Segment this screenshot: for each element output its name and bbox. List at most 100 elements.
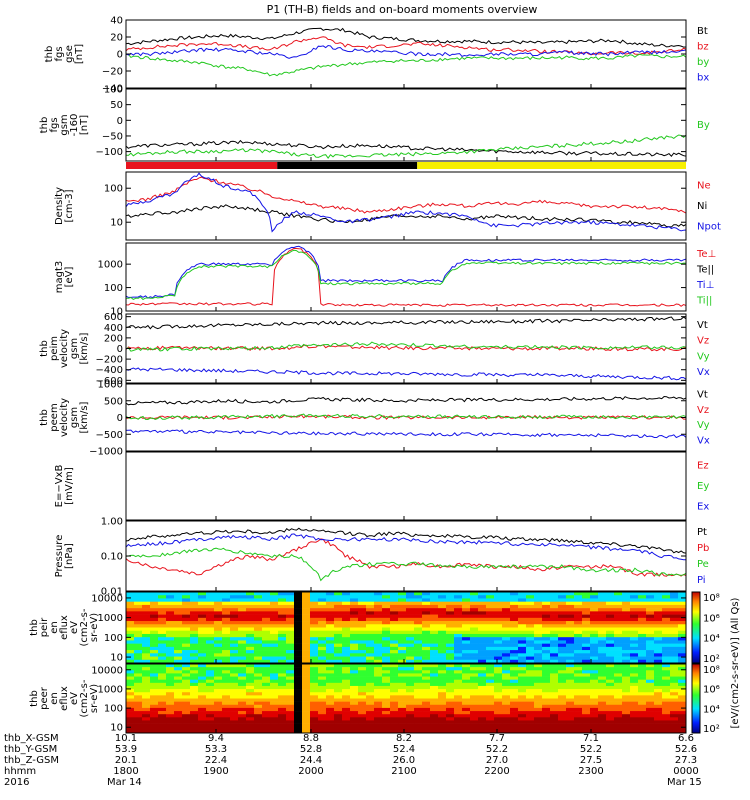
spectrogram-cell — [502, 633, 511, 638]
spectrogram-cell — [414, 664, 423, 668]
spectrogram-cell — [630, 695, 639, 699]
spectrogram-cell — [414, 682, 423, 687]
spectrogram-cell — [182, 601, 191, 606]
spectrogram-cell — [566, 617, 575, 622]
spectrogram-cell — [174, 711, 183, 715]
spectrogram-cell — [230, 685, 239, 690]
spectrogram-cell — [494, 698, 503, 702]
spectrogram-cell — [566, 598, 575, 602]
spectrogram-cell — [422, 592, 431, 596]
spectrogram-cell — [582, 621, 591, 625]
spectrogram-cell — [286, 624, 295, 628]
spectrogram-cell — [398, 601, 407, 606]
spectrogram-cell — [358, 667, 367, 671]
spectrogram-cell — [374, 604, 383, 609]
y-tick-label: −600 — [96, 376, 123, 387]
spectrogram-cell — [566, 698, 575, 702]
spectrogram-cell — [302, 664, 311, 668]
y-tick-label: 20 — [110, 33, 123, 44]
spectrogram-cell — [190, 617, 199, 622]
spectrogram-cell — [646, 659, 655, 664]
spectrogram-cell — [190, 701, 199, 706]
spectrogram-cell — [462, 673, 471, 677]
spectrogram-cell — [582, 679, 591, 684]
spectrogram-cell — [134, 670, 143, 674]
spectrogram-cell — [518, 714, 527, 718]
spectrogram-cell — [542, 670, 551, 674]
spectrogram-cell — [478, 692, 487, 696]
spectrogram-cell — [382, 653, 391, 657]
spectrogram-cell — [126, 685, 135, 690]
spectrogram-cell — [326, 653, 335, 657]
spectrogram-cell — [646, 726, 655, 731]
spectrogram-cell — [630, 701, 639, 706]
spectrogram-cell — [422, 673, 431, 677]
series-line-by — [125, 53, 687, 77]
spectrogram-cell — [398, 621, 407, 625]
spectrogram-cell — [158, 627, 167, 632]
spectrogram-cell — [446, 621, 455, 625]
spectrogram-cell — [182, 598, 191, 602]
spectrogram-cell — [286, 595, 295, 599]
spectrogram-cell — [462, 664, 471, 668]
spectrogram-cell — [526, 611, 535, 615]
spectrogram-cell — [230, 640, 239, 644]
spectrogram-cell — [590, 695, 599, 699]
spectrogram-cell — [190, 595, 199, 599]
spectrogram-cell — [254, 698, 263, 702]
spectrogram-cell — [526, 729, 535, 734]
spectrogram-cell — [206, 664, 215, 668]
spectrogram-cell — [318, 624, 327, 628]
spectrogram-cell — [174, 592, 183, 596]
spectrogram-cell — [286, 695, 295, 699]
spectrogram-cell — [270, 595, 279, 599]
spectrogram-cell — [134, 650, 143, 654]
spectrogram-cell — [446, 679, 455, 684]
series-line-bt — [125, 139, 687, 157]
spectrogram-cell — [670, 604, 679, 609]
spectrogram-cell — [614, 621, 623, 625]
spectrogram-cell — [158, 637, 167, 641]
spectrogram-cell — [526, 627, 535, 632]
spectrogram-cell — [302, 682, 311, 687]
spectrogram-cell — [590, 621, 599, 625]
spectrogram-cell — [150, 711, 159, 715]
spectrogram-cell — [150, 707, 159, 712]
spectrogram-cell — [446, 723, 455, 728]
spectrogram-cell — [622, 692, 631, 696]
spectrogram-cell — [174, 656, 183, 661]
spectrogram-cell — [654, 729, 663, 734]
spectrogram-cell — [414, 633, 423, 638]
spectrogram-cell — [334, 608, 343, 612]
spectrogram-cell — [550, 640, 559, 644]
spectrogram-cell — [630, 698, 639, 702]
y-tick-label: 100 — [104, 704, 123, 715]
spectrogram-cell — [670, 723, 679, 728]
spectrogram-cell — [238, 726, 247, 731]
spectrogram-cell — [670, 592, 679, 596]
spectrogram-cell — [150, 637, 159, 641]
y-axis-label: velocity — [59, 398, 70, 437]
spectrogram-cell — [150, 726, 159, 731]
figure-title: P1 (TH-B) fields and on-board moments ov… — [267, 3, 538, 16]
spectrogram-cell — [262, 646, 271, 651]
spectrogram-cell — [542, 595, 551, 599]
spectrogram-cell — [302, 711, 311, 715]
spectrogram-cell — [366, 627, 375, 632]
spectrogram-cell — [430, 676, 439, 680]
spectrogram-cell — [262, 640, 271, 644]
spectrogram-cell — [446, 720, 455, 724]
spectrogram-cell — [542, 611, 551, 615]
spectrogram-cell — [294, 640, 303, 644]
spectrogram-cell — [270, 717, 279, 721]
spectrogram-cell — [342, 692, 351, 696]
spectrogram-cell — [246, 646, 255, 651]
spectrogram-cell — [406, 685, 415, 690]
spectrogram-cell — [574, 729, 583, 734]
spectrogram-cell — [254, 611, 263, 615]
spectrogram-cell — [438, 670, 447, 674]
spectrogram-cell — [566, 627, 575, 632]
spectrogram-cell — [318, 601, 327, 606]
spectrogram-cell — [438, 653, 447, 657]
spectrogram-cell — [534, 717, 543, 721]
